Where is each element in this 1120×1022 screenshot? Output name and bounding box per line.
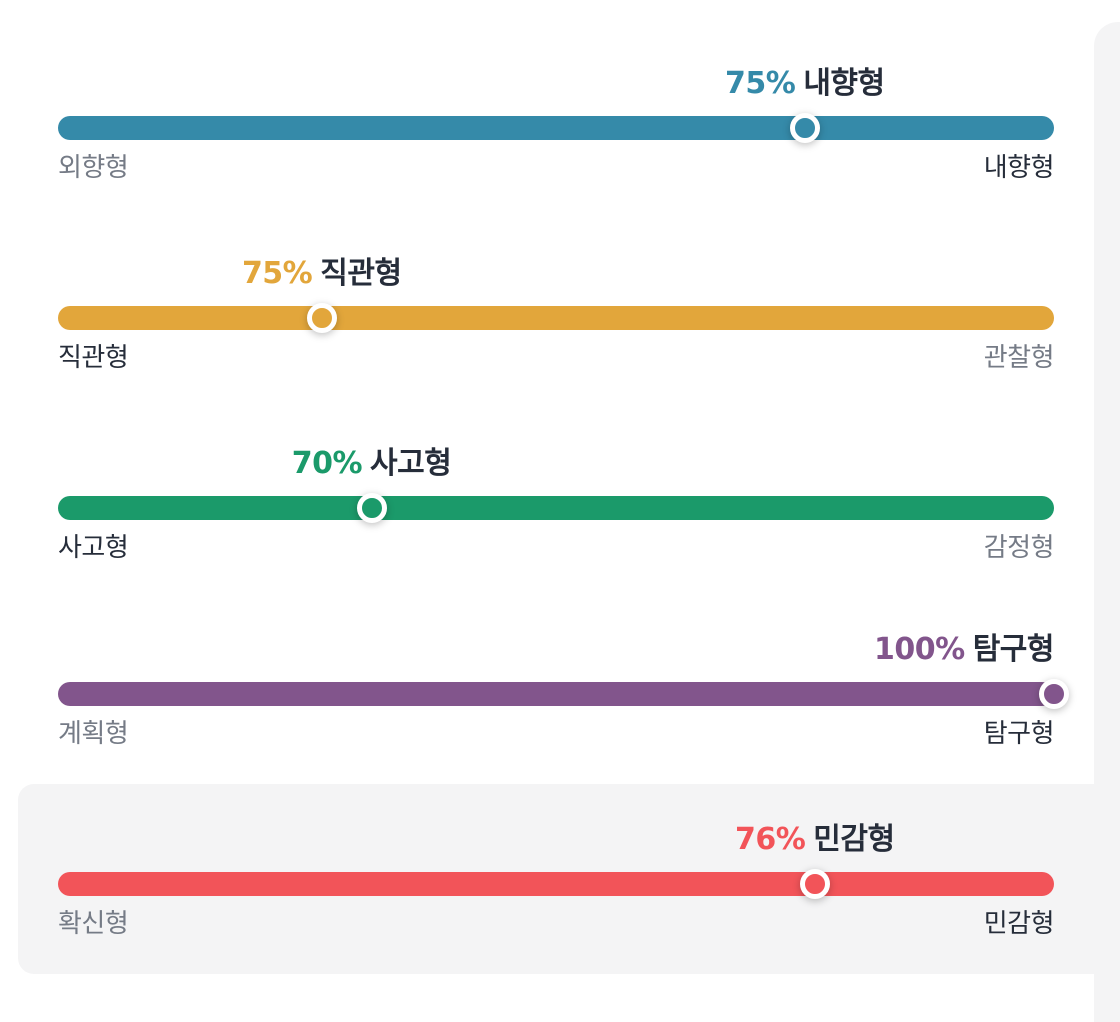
trait-result: 100% 탐구형 (874, 630, 1055, 670)
trait-name: 탐구형 (972, 632, 1055, 667)
trait-knob[interactable] (790, 113, 820, 143)
left-pole-label: 직관형 (58, 343, 129, 373)
trait-bar (58, 306, 1054, 330)
trait-percent: 75% (725, 66, 796, 101)
trait-result: 76% 민감형 (735, 820, 895, 860)
trait-bar (58, 872, 1054, 896)
trait-percent: 75% (241, 256, 313, 291)
trait-energy: 75% 내향형 외향형 내향형 (58, 64, 1055, 254)
trait-result: 70% 사고형 (292, 444, 452, 484)
trait-percent: 76% (734, 822, 806, 857)
left-pole-label: 사고형 (58, 533, 129, 563)
trait-percent: 70% (291, 446, 363, 481)
left-pole-label: 계획형 (58, 719, 129, 749)
left-pole-label: 외향형 (58, 153, 129, 183)
trait-result: 75% 내향형 (725, 64, 885, 104)
trait-tactics: 100% 탐구형 계획형 탐구형 (58, 630, 1069, 820)
right-pole-label: 탐구형 (983, 719, 1055, 749)
right-pole-label: 관찰형 (983, 343, 1055, 373)
trait-name: 내향형 (803, 66, 885, 101)
trait-name: 사고형 (370, 446, 452, 481)
right-pole-label: 민감형 (983, 909, 1055, 939)
right-pole-label: 감정형 (983, 533, 1055, 563)
trait-mind: 75% 직관형 직관형 관찰형 (58, 254, 1055, 444)
trait-knob[interactable] (799, 869, 830, 899)
trait-result: 75% 직관형 (242, 254, 402, 294)
right-pole-label: 내향형 (983, 153, 1055, 183)
trait-knob[interactable] (356, 493, 387, 523)
left-pole-label: 확신형 (58, 909, 129, 939)
trait-percent: 100% (874, 632, 965, 667)
trait-name: 민감형 (813, 822, 895, 857)
trait-bar (58, 116, 1054, 140)
trait-bar (58, 682, 1054, 706)
trait-bar (58, 496, 1054, 520)
trait-nature: 70% 사고형 사고형 감정형 (58, 444, 1055, 634)
trait-name: 직관형 (320, 256, 402, 291)
trait-knob[interactable] (306, 303, 337, 333)
trait-identity: 76% 민감형 확신형 민감형 (58, 820, 1055, 1010)
trait-knob[interactable] (1039, 679, 1069, 709)
